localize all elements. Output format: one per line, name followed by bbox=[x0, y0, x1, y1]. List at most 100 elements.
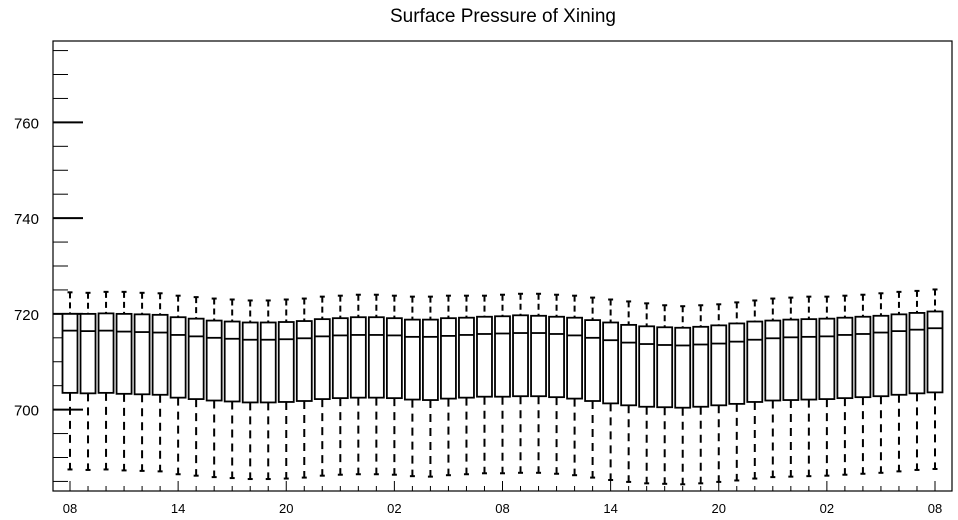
box-item bbox=[277, 298, 295, 480]
box-item bbox=[656, 304, 674, 485]
box-item bbox=[764, 297, 782, 479]
x-tick-label: 14 bbox=[171, 501, 185, 516]
box-body bbox=[620, 323, 638, 407]
box-body bbox=[313, 318, 331, 400]
box-body bbox=[872, 314, 890, 398]
y-tick-label: 740 bbox=[14, 211, 39, 228]
y-axis: 700 720 740 760 bbox=[14, 50, 83, 482]
box-item bbox=[61, 291, 79, 471]
box-item bbox=[692, 304, 710, 485]
box-item bbox=[133, 291, 151, 472]
x-tick-label: 02 bbox=[387, 501, 401, 516]
box-body bbox=[61, 312, 79, 394]
y-tick-label: 720 bbox=[14, 307, 39, 324]
box-item bbox=[908, 289, 926, 471]
box-body bbox=[277, 321, 295, 403]
box-item bbox=[674, 305, 692, 486]
box-body bbox=[241, 321, 259, 404]
box-body bbox=[926, 310, 944, 394]
y-tick-label: 760 bbox=[14, 115, 39, 132]
box-item bbox=[512, 292, 529, 474]
x-axis: 08 14 20 02 08 14 20 02 08 bbox=[63, 481, 942, 516]
box-item bbox=[295, 297, 313, 479]
box-body bbox=[512, 314, 529, 398]
box-item bbox=[151, 292, 169, 473]
box-item bbox=[494, 293, 511, 475]
box-item bbox=[97, 290, 115, 471]
box-body bbox=[403, 318, 421, 401]
box-body bbox=[422, 318, 439, 401]
box-item bbox=[422, 295, 439, 478]
box-body bbox=[79, 312, 97, 395]
box-body bbox=[476, 315, 493, 398]
box-item bbox=[836, 294, 854, 476]
box-body bbox=[674, 326, 692, 409]
box-item bbox=[223, 298, 241, 480]
box-body bbox=[169, 316, 187, 399]
box-item bbox=[476, 294, 493, 475]
box-body bbox=[458, 316, 475, 399]
box-body bbox=[818, 317, 836, 400]
box-item bbox=[620, 300, 638, 483]
box-body bbox=[800, 318, 818, 401]
box-item bbox=[602, 298, 620, 481]
box-item bbox=[638, 302, 656, 485]
plot-frame bbox=[52, 40, 953, 492]
box-body bbox=[115, 312, 133, 395]
box-item bbox=[331, 294, 349, 476]
box-body bbox=[746, 320, 764, 403]
box-body bbox=[890, 313, 908, 396]
chart-title: Surface Pressure of Xining bbox=[390, 6, 616, 27]
box-series bbox=[61, 288, 944, 486]
box-body bbox=[205, 319, 223, 402]
box-body bbox=[782, 318, 800, 401]
box-body bbox=[656, 326, 674, 409]
box-item bbox=[710, 303, 728, 483]
box-item bbox=[458, 294, 475, 476]
y-tick-label: 700 bbox=[14, 403, 39, 420]
box-item bbox=[854, 293, 872, 475]
box-body bbox=[187, 317, 205, 400]
box-item bbox=[548, 293, 565, 475]
box-body bbox=[908, 312, 926, 395]
box-body bbox=[385, 317, 403, 400]
box-item bbox=[169, 294, 187, 476]
box-item bbox=[367, 293, 385, 476]
box-item bbox=[187, 296, 205, 477]
x-tick-label: 08 bbox=[63, 501, 77, 516]
box-item bbox=[872, 292, 890, 474]
x-tick-label: 08 bbox=[495, 501, 509, 516]
box-body bbox=[638, 325, 656, 408]
box-body bbox=[836, 316, 854, 400]
box-body bbox=[494, 315, 511, 398]
x-tick-label: 08 bbox=[928, 501, 942, 516]
box-body bbox=[223, 320, 241, 403]
box-body bbox=[548, 315, 565, 399]
box-body bbox=[728, 322, 746, 405]
box-item bbox=[115, 290, 133, 472]
box-item bbox=[205, 297, 223, 479]
box-item bbox=[782, 296, 800, 478]
box-item bbox=[385, 294, 403, 476]
box-item bbox=[584, 296, 602, 479]
box-body bbox=[367, 316, 385, 399]
box-item bbox=[818, 295, 836, 477]
box-item bbox=[79, 291, 97, 471]
box-item bbox=[259, 299, 277, 481]
box-item bbox=[566, 294, 583, 477]
box-item bbox=[800, 295, 818, 478]
box-body bbox=[151, 313, 169, 396]
box-body bbox=[854, 315, 872, 399]
x-tick-label: 14 bbox=[603, 501, 617, 516]
box-body bbox=[530, 314, 547, 398]
box-body bbox=[602, 321, 620, 405]
box-item bbox=[241, 299, 259, 481]
box-body bbox=[331, 317, 349, 400]
box-item bbox=[403, 295, 421, 478]
x-tick-label: 20 bbox=[712, 501, 726, 516]
box-item bbox=[349, 293, 367, 476]
box-item bbox=[313, 295, 331, 477]
box-body bbox=[710, 324, 728, 407]
box-body bbox=[440, 317, 457, 400]
